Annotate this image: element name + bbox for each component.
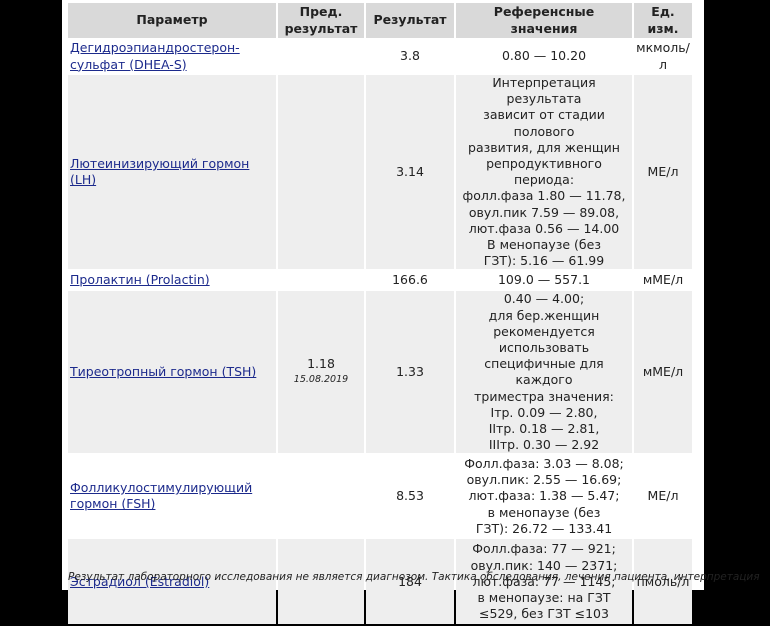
parameter-link[interactable]: Дегидроэпиандростерон-сульфат (DHEA-S) xyxy=(70,40,240,72)
reference-line: рекомендуется xyxy=(493,323,595,339)
parameter-link[interactable]: Тиреотропный гормон (TSH) xyxy=(70,364,257,380)
previous-cell xyxy=(278,455,364,537)
reference-line: Фолл.фаза: 77 — 921; xyxy=(472,541,616,557)
unit-cell: мМЕ/л xyxy=(634,291,692,454)
reference-line: зависит от стадии полового xyxy=(483,107,605,139)
table-row: Дегидроэпиандростерон-сульфат (DHEA-S) 3.… xyxy=(68,40,692,73)
reference-line: 0.80 — 10.20 xyxy=(501,48,587,64)
reference-line: репродуктивного периода: xyxy=(486,156,602,188)
reference-line: ГЗТ): 5.16 — 61.99 xyxy=(483,253,605,269)
header-cell: Параметр xyxy=(68,3,276,38)
parameter-cell: Тиреотропный гормон (TSH) xyxy=(68,291,276,454)
reference-line: для бер.женщин xyxy=(488,307,600,323)
reference-cell: 0.80 — 10.20 xyxy=(456,40,632,73)
reference-cell: 109.0 — 557.1 xyxy=(456,271,632,289)
result-cell: 3.14 xyxy=(366,75,454,270)
reference-line: использовать xyxy=(498,340,590,356)
header-cell: Референсные значения xyxy=(456,3,632,38)
reference-line: в менопаузе: на ГЗТ xyxy=(477,590,611,606)
header-cell: Результат xyxy=(366,3,454,38)
results-table: Параметр Пред. результат Результат Референс… xyxy=(66,1,694,626)
reference-line: IIтр. 0.18 — 2.81, xyxy=(488,421,600,437)
parameter-link[interactable]: Эстрадиол (Estradiol) xyxy=(70,573,210,589)
header-cell: Пред. результат xyxy=(278,3,364,38)
unit-cell: МЕ/л xyxy=(634,75,692,270)
previous-cell xyxy=(278,75,364,270)
reference-line: 109.0 — 557.1 xyxy=(497,272,591,288)
reference-cell: Интерпретация результата зависит от стади… xyxy=(456,75,632,270)
result-cell: 3.8 xyxy=(400,48,420,64)
reference-line: Интерпретация результата xyxy=(492,75,596,107)
result-cell: 166.6 xyxy=(392,272,428,288)
reference-line: в менопаузе (без xyxy=(487,504,601,520)
reference-cell: 0.40 — 4.00; для бер.женщин рекомендуется и… xyxy=(456,291,632,454)
previous-value: 1.18 xyxy=(307,356,335,372)
table-row: Пролактин (Prolactin) 166.6 109.0 — 557.1 м… xyxy=(68,271,692,289)
reference-line: 0.40 — 4.00; xyxy=(503,291,585,307)
header-cell: Ед. изм. xyxy=(634,3,692,38)
reference-line: овул.пик: 140 — 2371; xyxy=(470,557,618,573)
screen: Параметр Пред. результат Результат Референс… xyxy=(62,0,760,625)
header-row: Параметр Пред. результат Результат Референс… xyxy=(68,3,692,38)
unit-cell: мМЕ/л xyxy=(642,272,684,288)
footer-note: Результат лабораторного исследования не … xyxy=(68,571,760,583)
reference-line: Фолл.фаза: 3.03 — 8.08; xyxy=(464,455,624,471)
reference-line: В менопаузе (без xyxy=(487,237,601,253)
reference-line: развития, для женщин xyxy=(468,139,620,155)
page: Параметр Пред. результат Результат Референс… xyxy=(62,0,760,625)
reference-line: лют.фаза: 1.38 — 5.47; xyxy=(468,488,620,504)
result-cell: 8.53 xyxy=(396,488,424,504)
reference-line: ≤529, без ГЗТ ≤103 xyxy=(479,606,609,622)
reference-line: фолл.фаза 1.80 — 11.78, xyxy=(462,188,626,204)
parameter-cell: Фолликулостимулирующий гормон (FSH) xyxy=(68,455,276,537)
previous-cell xyxy=(278,271,364,289)
previous-cell xyxy=(278,40,364,73)
parameter-link[interactable]: Фолликулостимулирующий гормон (FSH) xyxy=(70,480,253,512)
previous-date: 15.08.2019 xyxy=(293,374,349,386)
reference-line: триместра значения: xyxy=(474,388,614,404)
reference-line: овул.пик 7.59 — 89.08, xyxy=(468,204,620,220)
reference-line: специфичные для каждого xyxy=(484,356,604,388)
reference-line: Iтр. 0.09 — 2.80, xyxy=(490,404,598,420)
reference-line: лют.фаза: 77 — 1145; xyxy=(472,573,616,589)
reference-cell: Фолл.фаза: 3.03 — 8.08; овул.пик: 2.55 — … xyxy=(456,455,632,537)
reference-line: IIIтр. 0.30 — 2.92 xyxy=(488,437,600,453)
result-cell: 1.33 xyxy=(366,291,454,454)
parameter-cell: Лютеинизирующий гормон (LH) xyxy=(68,75,276,270)
table-row: Лютеинизирующий гормон (LH) 3.14 Интерпрет… xyxy=(68,75,692,270)
reference-line: ГЗТ): 26.72 — 133.41 xyxy=(475,520,613,536)
parameter-link[interactable]: Пролактин (Prolactin) xyxy=(70,272,210,288)
reference-line: овул.пик: 2.55 — 16.69; xyxy=(466,472,622,488)
table-row: Тиреотропный гормон (TSH) 1.18 15.08.2019 1… xyxy=(68,291,692,454)
reference-line: лют.фаза 0.56 — 14.00 xyxy=(468,220,620,236)
parameter-link[interactable]: Лютеинизирующий гормон (LH) xyxy=(70,156,250,188)
parameter-cell: Дегидроэпиандростерон-сульфат (DHEA-S) xyxy=(68,40,276,73)
table-row: Фолликулостимулирующий гормон (FSH) 8.53 Ф… xyxy=(68,455,692,537)
unit-cell: мкмоль/л xyxy=(636,40,690,72)
table-body: Дегидроэпиандростерон-сульфат (DHEA-S) 3.… xyxy=(68,40,692,625)
unit-cell: МЕ/л xyxy=(647,488,679,504)
parameter-cell: Пролактин (Prolactin) xyxy=(68,271,276,289)
previous-cell: 1.18 15.08.2019 xyxy=(278,291,364,454)
